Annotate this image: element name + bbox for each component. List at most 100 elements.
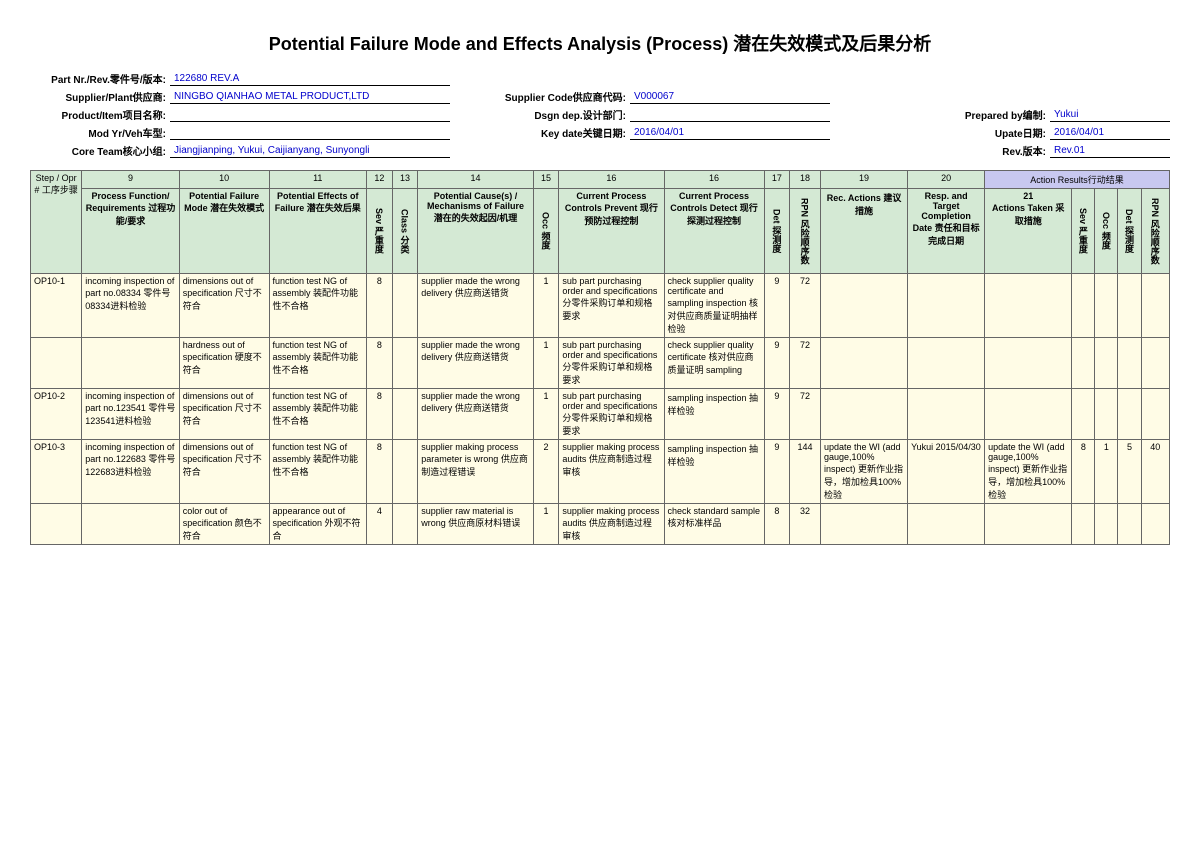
col-step: Step / Opr # 工序步骤 bbox=[31, 171, 82, 274]
col-cause: Potential Cause(s) / Mechanisms of Failu… bbox=[418, 189, 533, 274]
col-occ: Occ 频度 bbox=[533, 189, 559, 274]
cell-resp bbox=[908, 274, 985, 338]
cell-cause: supplier made the wrong delivery 供应商送错货 bbox=[418, 274, 533, 338]
cell-rec: update the WI (add gauge,100% inspect) 更… bbox=[820, 440, 907, 504]
cell-det2 bbox=[1118, 274, 1141, 338]
cell-sev: 8 bbox=[367, 389, 393, 440]
cell-sev2: 8 bbox=[1072, 440, 1095, 504]
cell-mode: dimensions out of specification 尺寸不符合 bbox=[179, 274, 269, 338]
cell-act bbox=[985, 274, 1072, 338]
colnum: 11 bbox=[269, 171, 366, 189]
part-nr-value: 122680 REV.A bbox=[170, 73, 450, 86]
cell-sev: 4 bbox=[367, 504, 393, 545]
col-sev: Sev 严重度 bbox=[367, 189, 393, 274]
cell-act bbox=[985, 504, 1072, 545]
cell-resp bbox=[908, 504, 985, 545]
cell-func bbox=[82, 338, 179, 389]
cell-rpn: 72 bbox=[790, 274, 821, 338]
cell-rpn2 bbox=[1141, 389, 1169, 440]
fmea-table: Step / Opr # 工序步骤 9 10 11 12 13 14 15 16… bbox=[30, 170, 1170, 545]
cell-mode: color out of specification 颜色不符合 bbox=[179, 504, 269, 545]
cell-prev: sub part purchasing order and specificat… bbox=[559, 389, 664, 440]
cell-rpn2 bbox=[1141, 274, 1169, 338]
cell-prev: sub part purchasing order and specificat… bbox=[559, 274, 664, 338]
rev-label: Rev.版本: bbox=[950, 143, 1050, 158]
table-row: hardness out of specification 硬度不符合funct… bbox=[31, 338, 1170, 389]
cell-class bbox=[392, 338, 418, 389]
col-rpn: RPN 风险顺序数 bbox=[790, 189, 821, 274]
colnum: 13 bbox=[392, 171, 418, 189]
colnum: 17 bbox=[764, 171, 790, 189]
cell-cause: supplier making process parameter is wro… bbox=[418, 440, 533, 504]
cell-mode: dimensions out of specification 尺寸不符合 bbox=[179, 440, 269, 504]
cell-sev2 bbox=[1072, 389, 1095, 440]
dsgn-label: Dsgn dep.设计部门: bbox=[490, 107, 630, 122]
cell-sev2 bbox=[1072, 504, 1095, 545]
update-label: Upate日期: bbox=[950, 125, 1050, 140]
col-det2: Det 探测度 bbox=[1118, 189, 1141, 274]
update-value: 2016/04/01 bbox=[1050, 127, 1170, 140]
part-nr-label: Part Nr./Rev.零件号/版本: bbox=[30, 71, 170, 86]
header-form: Part Nr./Rev.零件号/版本: 122680 REV.A Suppli… bbox=[30, 71, 1170, 158]
cell-func: incoming inspection of part no.122683 零件… bbox=[82, 440, 179, 504]
cell-occ: 1 bbox=[533, 389, 559, 440]
cell-class bbox=[392, 389, 418, 440]
cell-occ: 1 bbox=[533, 504, 559, 545]
cell-act bbox=[985, 389, 1072, 440]
col-rec: Rec. Actions 建议措施 bbox=[820, 189, 907, 274]
core-label: Core Team核心小组: bbox=[30, 143, 170, 158]
cell-sev: 8 bbox=[367, 440, 393, 504]
cell-det: 9 bbox=[764, 338, 790, 389]
cell-detc: sampling inspection 抽样检验 bbox=[664, 389, 764, 440]
colnum: 10 bbox=[179, 171, 269, 189]
cell-resp bbox=[908, 389, 985, 440]
cell-detc: check supplier quality certificate 核对供应商… bbox=[664, 338, 764, 389]
cell-rec bbox=[820, 274, 907, 338]
cell-detc: check supplier quality certificate and s… bbox=[664, 274, 764, 338]
cell-prev: supplier making process audits 供应商制造过程审核 bbox=[559, 504, 664, 545]
cell-rec bbox=[820, 504, 907, 545]
cell-cause: supplier made the wrong delivery 供应商送错货 bbox=[418, 389, 533, 440]
cell-cause: supplier raw material is wrong 供应商原材料错误 bbox=[418, 504, 533, 545]
product-label: Product/Item项目名称: bbox=[30, 107, 170, 122]
page-title: Potential Failure Mode and Effects Analy… bbox=[30, 30, 1170, 56]
colnum: 18 bbox=[790, 171, 821, 189]
cell-occ2 bbox=[1095, 338, 1118, 389]
cell-detc: sampling inspection 抽样检验 bbox=[664, 440, 764, 504]
cell-resp bbox=[908, 338, 985, 389]
cell-resp: Yukui 2015/04/30 bbox=[908, 440, 985, 504]
colnum: 14 bbox=[418, 171, 533, 189]
cell-occ2 bbox=[1095, 504, 1118, 545]
cell-class bbox=[392, 504, 418, 545]
table-header-numrow: Step / Opr # 工序步骤 9 10 11 12 13 14 15 16… bbox=[31, 171, 1170, 189]
prepared-value: Yukui bbox=[1050, 109, 1170, 122]
col-act: 21Actions Taken 采取措施 bbox=[985, 189, 1072, 274]
cell-occ2 bbox=[1095, 274, 1118, 338]
cell-func bbox=[82, 504, 179, 545]
cell-det: 8 bbox=[764, 504, 790, 545]
cell-mode: dimensions out of specification 尺寸不符合 bbox=[179, 389, 269, 440]
cell-mode: hardness out of specification 硬度不符合 bbox=[179, 338, 269, 389]
col-sev2: Sev 严重度 bbox=[1072, 189, 1095, 274]
supplier-code-label: Supplier Code供应商代码: bbox=[490, 89, 630, 104]
dsgn-value bbox=[630, 109, 830, 122]
colnum: 20 bbox=[908, 171, 985, 189]
cell-sev2 bbox=[1072, 338, 1095, 389]
col-resp: Resp. and Target Completion Date 责任和目标完成… bbox=[908, 189, 985, 274]
cell-occ2: 1 bbox=[1095, 440, 1118, 504]
cell-step: OP10-1 bbox=[31, 274, 82, 338]
col-occ2: Occ 频度 bbox=[1095, 189, 1118, 274]
cell-rec bbox=[820, 338, 907, 389]
col-class: Class 分类 bbox=[392, 189, 418, 274]
table-row: color out of specification 颜色不符合appearan… bbox=[31, 504, 1170, 545]
cell-func: incoming inspection of part no.08334 零件号… bbox=[82, 274, 179, 338]
cell-occ: 1 bbox=[533, 338, 559, 389]
cell-sev: 8 bbox=[367, 274, 393, 338]
cell-prev: sub part purchasing order and specificat… bbox=[559, 338, 664, 389]
colnum: 16 bbox=[559, 171, 664, 189]
cell-step: OP10-3 bbox=[31, 440, 82, 504]
cell-eff: function test NG of assembly 装配件功能性不合格 bbox=[269, 338, 366, 389]
core-value: Jiangjianping, Yukui, Caijianyang, Sunyo… bbox=[170, 145, 450, 158]
cell-occ: 2 bbox=[533, 440, 559, 504]
colnum: 9 bbox=[82, 171, 179, 189]
